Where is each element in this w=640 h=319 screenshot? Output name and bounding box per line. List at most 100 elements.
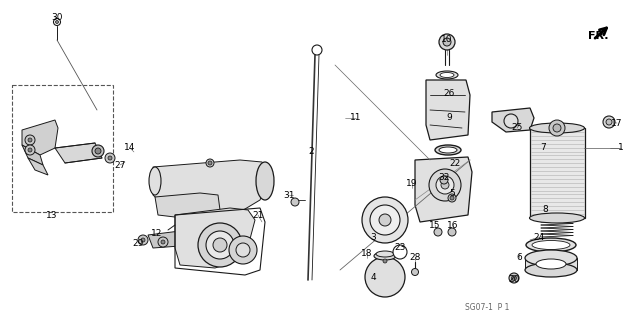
Text: 15: 15 bbox=[429, 220, 441, 229]
Ellipse shape bbox=[532, 241, 570, 249]
Circle shape bbox=[439, 34, 455, 50]
Polygon shape bbox=[426, 80, 470, 140]
Text: 17: 17 bbox=[611, 118, 623, 128]
Circle shape bbox=[229, 236, 257, 264]
Text: 16: 16 bbox=[447, 220, 459, 229]
Circle shape bbox=[54, 19, 61, 26]
Text: 21: 21 bbox=[252, 211, 264, 219]
Circle shape bbox=[434, 228, 442, 236]
Ellipse shape bbox=[439, 147, 457, 153]
Circle shape bbox=[603, 116, 615, 128]
Text: 7: 7 bbox=[540, 144, 546, 152]
Polygon shape bbox=[55, 143, 102, 163]
Text: 32: 32 bbox=[438, 174, 450, 182]
Circle shape bbox=[436, 176, 454, 194]
Circle shape bbox=[448, 194, 456, 202]
Text: 29: 29 bbox=[132, 239, 144, 248]
Circle shape bbox=[504, 114, 518, 128]
Text: 27: 27 bbox=[115, 160, 125, 169]
Polygon shape bbox=[175, 208, 255, 268]
Circle shape bbox=[206, 231, 234, 259]
Circle shape bbox=[28, 148, 32, 152]
Circle shape bbox=[141, 238, 145, 242]
Circle shape bbox=[412, 269, 419, 276]
Bar bbox=[530, 128, 585, 218]
Circle shape bbox=[236, 243, 250, 257]
Circle shape bbox=[379, 214, 391, 226]
Text: 22: 22 bbox=[449, 159, 461, 167]
Ellipse shape bbox=[374, 252, 396, 260]
Circle shape bbox=[108, 156, 112, 160]
Circle shape bbox=[549, 120, 565, 136]
Ellipse shape bbox=[440, 72, 454, 78]
Circle shape bbox=[312, 45, 322, 55]
Circle shape bbox=[606, 119, 612, 125]
Text: 13: 13 bbox=[46, 211, 58, 219]
Polygon shape bbox=[148, 230, 193, 248]
Ellipse shape bbox=[256, 162, 274, 200]
Circle shape bbox=[362, 197, 408, 243]
Polygon shape bbox=[153, 160, 270, 215]
Text: 31: 31 bbox=[284, 190, 295, 199]
Ellipse shape bbox=[525, 250, 577, 266]
Polygon shape bbox=[28, 158, 48, 175]
Text: 4: 4 bbox=[370, 272, 376, 281]
Text: 23: 23 bbox=[394, 242, 406, 251]
Text: 30: 30 bbox=[51, 12, 63, 21]
Circle shape bbox=[370, 205, 400, 235]
Text: 19: 19 bbox=[406, 179, 418, 188]
Text: 25: 25 bbox=[511, 123, 523, 132]
Circle shape bbox=[25, 135, 35, 145]
Polygon shape bbox=[415, 157, 472, 222]
Text: 26: 26 bbox=[444, 88, 454, 98]
Text: FR.: FR. bbox=[588, 31, 609, 41]
Circle shape bbox=[158, 237, 168, 247]
Text: 3: 3 bbox=[370, 233, 376, 241]
Circle shape bbox=[443, 38, 451, 46]
Text: 20: 20 bbox=[508, 276, 520, 285]
Circle shape bbox=[105, 153, 115, 163]
Circle shape bbox=[291, 198, 299, 206]
Circle shape bbox=[92, 145, 104, 157]
Circle shape bbox=[365, 257, 405, 297]
Polygon shape bbox=[155, 193, 220, 220]
Text: SG07-1  P 1: SG07-1 P 1 bbox=[465, 303, 509, 313]
Ellipse shape bbox=[525, 263, 577, 277]
Circle shape bbox=[450, 196, 454, 200]
Circle shape bbox=[138, 235, 148, 245]
Circle shape bbox=[511, 276, 516, 280]
Circle shape bbox=[95, 148, 101, 154]
Text: 14: 14 bbox=[124, 144, 136, 152]
Text: 5: 5 bbox=[449, 189, 455, 197]
Text: 1: 1 bbox=[618, 144, 624, 152]
Ellipse shape bbox=[436, 71, 458, 79]
Text: 11: 11 bbox=[350, 114, 362, 122]
Bar bbox=[380, 258, 390, 264]
Polygon shape bbox=[525, 258, 577, 270]
Ellipse shape bbox=[529, 123, 584, 133]
Ellipse shape bbox=[536, 259, 566, 269]
Circle shape bbox=[440, 176, 448, 184]
Circle shape bbox=[553, 124, 561, 132]
Text: 12: 12 bbox=[151, 228, 163, 238]
Circle shape bbox=[393, 245, 407, 259]
Circle shape bbox=[161, 240, 165, 244]
Circle shape bbox=[56, 20, 58, 24]
Text: 28: 28 bbox=[410, 254, 420, 263]
Ellipse shape bbox=[149, 167, 161, 195]
Ellipse shape bbox=[526, 238, 576, 252]
Text: 9: 9 bbox=[446, 114, 452, 122]
Ellipse shape bbox=[435, 145, 461, 155]
Polygon shape bbox=[22, 145, 43, 165]
Bar bbox=[12, 85, 113, 212]
Circle shape bbox=[28, 138, 32, 142]
Circle shape bbox=[208, 161, 212, 165]
Circle shape bbox=[448, 228, 456, 236]
Text: 10: 10 bbox=[441, 35, 452, 44]
Circle shape bbox=[25, 145, 35, 155]
Circle shape bbox=[383, 259, 387, 263]
Circle shape bbox=[509, 273, 519, 283]
Ellipse shape bbox=[529, 213, 584, 223]
Polygon shape bbox=[22, 120, 58, 155]
Text: 8: 8 bbox=[542, 205, 548, 214]
